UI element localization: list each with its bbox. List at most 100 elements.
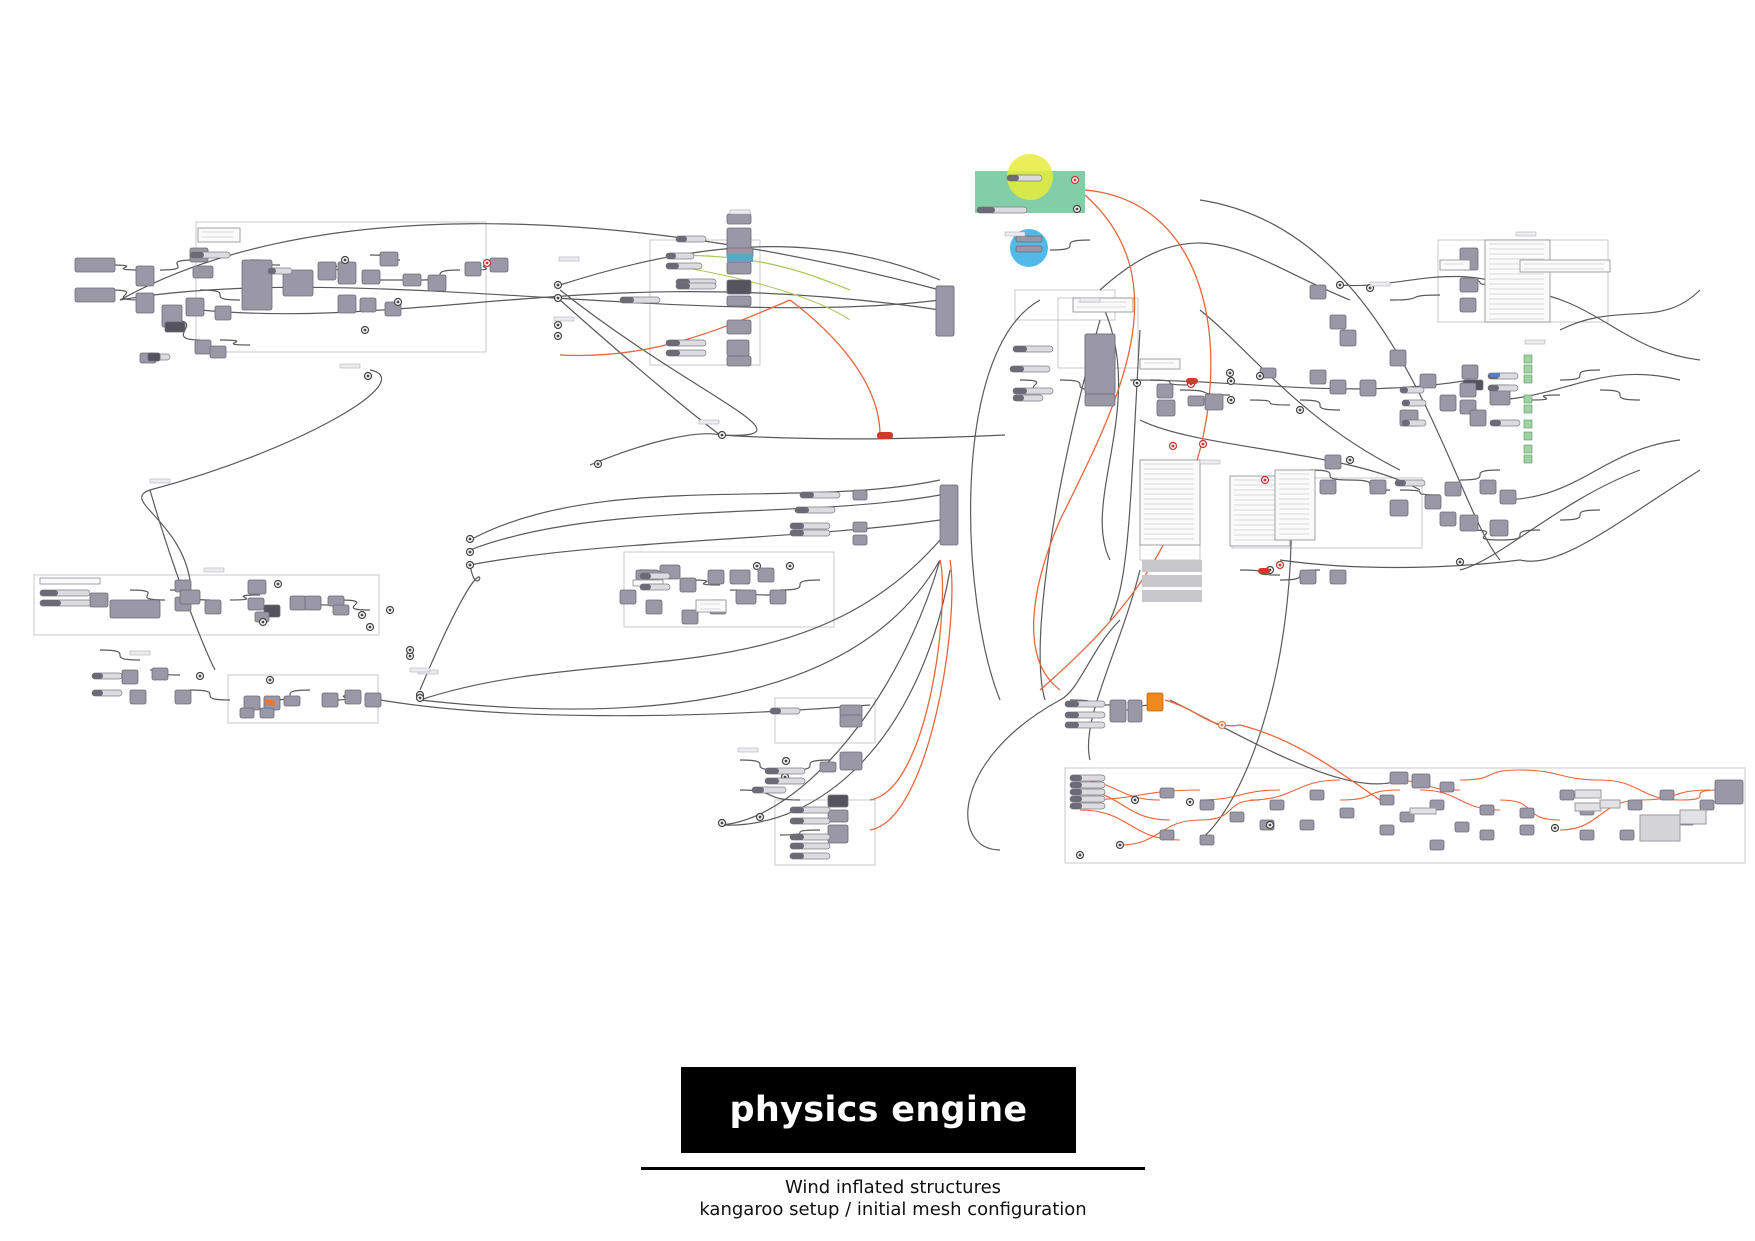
component-node[interactable] <box>827 809 849 823</box>
component-node[interactable] <box>1519 807 1535 819</box>
component-node[interactable] <box>129 689 147 705</box>
output-node[interactable] <box>1523 364 1533 374</box>
panel[interactable] <box>695 599 727 613</box>
component-node[interactable] <box>1156 399 1176 417</box>
component-node[interactable] <box>327 595 345 607</box>
component-node[interactable] <box>726 279 752 295</box>
component-node[interactable] <box>1187 395 1205 407</box>
component-node[interactable] <box>174 689 192 705</box>
component-node[interactable] <box>1199 799 1215 811</box>
component-node[interactable] <box>1127 699 1143 723</box>
component-node[interactable] <box>1579 829 1595 841</box>
component-node[interactable] <box>1329 379 1347 395</box>
component-node[interactable] <box>839 751 863 771</box>
component-node[interactable] <box>1461 364 1479 380</box>
component-node[interactable] <box>304 595 322 611</box>
output-node[interactable] <box>1523 419 1533 429</box>
component-node[interactable] <box>89 592 109 608</box>
component-node[interactable] <box>939 484 959 546</box>
component-node[interactable] <box>735 589 757 605</box>
component-node[interactable] <box>726 319 752 335</box>
component-node[interactable] <box>1389 349 1407 367</box>
component-node[interactable] <box>344 689 362 705</box>
component-node[interactable] <box>1299 819 1315 831</box>
component-node[interactable] <box>1369 479 1387 495</box>
component-node[interactable] <box>209 345 227 359</box>
panel[interactable] <box>1139 358 1181 370</box>
component-node[interactable] <box>1359 379 1377 397</box>
component-node[interactable] <box>247 579 267 595</box>
component-node[interactable] <box>359 297 377 313</box>
component-node[interactable] <box>289 595 307 611</box>
component-node[interactable] <box>827 824 849 844</box>
component-node[interactable] <box>1299 569 1317 585</box>
component-node[interactable] <box>726 261 752 275</box>
component-node[interactable] <box>1269 799 1285 811</box>
component-node[interactable] <box>337 294 357 314</box>
component-node[interactable] <box>135 292 155 314</box>
component-node[interactable] <box>1459 514 1479 532</box>
component-node[interactable] <box>1489 519 1509 537</box>
component-node[interactable] <box>1329 569 1347 585</box>
output-node[interactable] <box>1523 444 1533 454</box>
component-node[interactable] <box>1329 314 1347 330</box>
component-node[interactable] <box>361 269 381 285</box>
component-node[interactable] <box>317 261 337 281</box>
component-node[interactable] <box>241 259 273 311</box>
component-node[interactable] <box>259 707 275 719</box>
component-node[interactable] <box>1459 382 1477 398</box>
component-node[interactable] <box>726 295 752 307</box>
component-node[interactable] <box>679 577 697 593</box>
panel[interactable] <box>1519 259 1611 273</box>
component-node[interactable] <box>935 285 955 337</box>
component-node[interactable] <box>321 692 339 708</box>
output-node[interactable] <box>1523 354 1533 364</box>
component-node[interactable] <box>757 567 775 583</box>
component-node[interactable] <box>1714 779 1744 805</box>
component-node[interactable] <box>1699 799 1715 811</box>
component-node[interactable] <box>707 569 725 585</box>
component-node[interactable] <box>1439 511 1457 527</box>
component-node[interactable] <box>1659 789 1675 801</box>
component-node[interactable] <box>726 339 750 357</box>
component-node[interactable] <box>1479 804 1495 816</box>
panel[interactable] <box>197 227 241 243</box>
component-node[interactable] <box>1469 409 1487 427</box>
component-node[interactable] <box>1015 245 1043 253</box>
output-node[interactable] <box>1523 431 1533 441</box>
component-node[interactable] <box>1309 369 1327 385</box>
output-node[interactable] <box>1523 454 1533 464</box>
component-node[interactable] <box>1339 807 1355 819</box>
component-node[interactable] <box>185 297 205 317</box>
component-node[interactable] <box>1454 821 1470 833</box>
component-node[interactable] <box>74 257 116 273</box>
component-node[interactable] <box>726 213 752 225</box>
component-node[interactable] <box>1479 479 1497 495</box>
component-node[interactable] <box>164 321 186 333</box>
component-node[interactable] <box>729 569 751 585</box>
component-node[interactable] <box>619 589 637 605</box>
component-node[interactable] <box>1429 839 1445 851</box>
component-node[interactable] <box>1204 393 1224 411</box>
component-node[interactable] <box>402 273 422 287</box>
component-node[interactable] <box>179 589 201 605</box>
component-node[interactable] <box>239 707 255 719</box>
component-node[interactable] <box>1159 829 1175 841</box>
component-node[interactable] <box>1439 394 1457 412</box>
component-node[interactable] <box>1627 799 1643 811</box>
panel[interactable] <box>1274 469 1316 541</box>
component-node[interactable] <box>109 599 161 619</box>
component-node[interactable] <box>379 251 399 267</box>
component-node[interactable] <box>852 534 868 546</box>
component-node[interactable] <box>194 339 212 355</box>
component-node[interactable] <box>1439 781 1455 793</box>
component-node[interactable] <box>1479 829 1495 841</box>
component-node[interactable] <box>135 265 155 287</box>
output-node[interactable] <box>1523 374 1533 384</box>
blue-node[interactable] <box>727 254 753 262</box>
component-node[interactable] <box>769 589 787 605</box>
component-node[interactable] <box>337 261 357 285</box>
component-node[interactable] <box>1109 699 1127 723</box>
component-node[interactable] <box>681 609 699 625</box>
component-node[interactable] <box>1499 489 1517 505</box>
